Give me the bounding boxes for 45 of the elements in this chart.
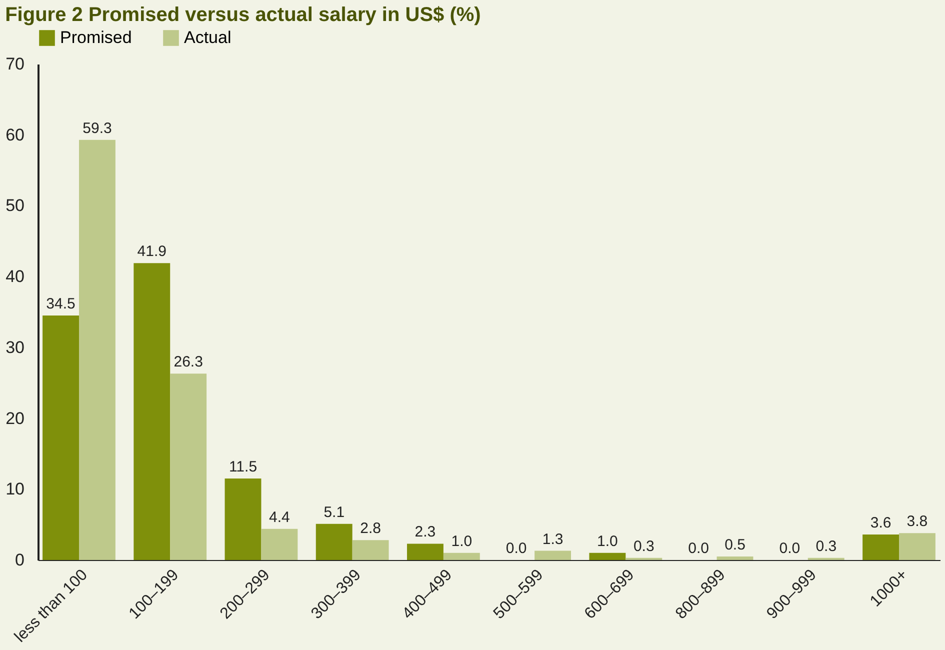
bar <box>899 533 936 560</box>
data-label: 0.3 <box>816 538 837 555</box>
y-tick-label: 10 <box>6 480 24 499</box>
y-tick-label: 50 <box>6 196 24 216</box>
legend-label: Actual <box>184 28 232 47</box>
bar <box>261 528 298 560</box>
bar <box>79 140 116 560</box>
chart-title: Figure 2 Promised versus actual salary in US$ (%) <box>5 4 481 26</box>
y-tick-label: 20 <box>6 408 24 428</box>
bar <box>134 263 170 560</box>
y-tick-label: 30 <box>6 338 24 357</box>
data-label: 1.0 <box>597 532 618 550</box>
bar <box>224 478 262 560</box>
data-label: 0.0 <box>779 540 800 557</box>
data-label: 0.0 <box>688 540 709 557</box>
legend-label: Promised <box>60 28 132 47</box>
data-label: 59.3 <box>82 120 112 137</box>
y-tick-label: 40 <box>6 267 24 286</box>
data-label: 3.8 <box>906 513 928 530</box>
data-label: 3.6 <box>870 514 892 532</box>
bar <box>316 524 352 560</box>
bar <box>716 556 754 560</box>
bar <box>443 552 480 560</box>
bar <box>589 552 626 560</box>
data-label: 5.1 <box>324 504 345 521</box>
data-label: 26.3 <box>174 354 203 371</box>
bar <box>534 550 571 560</box>
data-label: 34.5 <box>46 296 76 313</box>
data-label: 1.0 <box>451 532 472 550</box>
data-label: 0.0 <box>506 540 527 557</box>
data-label: 41.9 <box>137 243 166 260</box>
data-label: 1.3 <box>542 530 564 548</box>
data-label: 2.8 <box>360 520 381 538</box>
data-label: 11.5 <box>228 458 258 476</box>
data-label: 4.4 <box>269 508 290 526</box>
bar <box>862 534 899 560</box>
bar <box>352 540 389 560</box>
y-tick-label: 60 <box>6 125 24 144</box>
y-tick-label: 70 <box>6 54 24 74</box>
data-label: 0.3 <box>633 538 654 555</box>
bar <box>170 374 207 560</box>
bar <box>407 544 444 560</box>
bar <box>42 316 79 560</box>
data-label: 0.5 <box>724 536 746 554</box>
data-label: 2.3 <box>414 524 436 541</box>
